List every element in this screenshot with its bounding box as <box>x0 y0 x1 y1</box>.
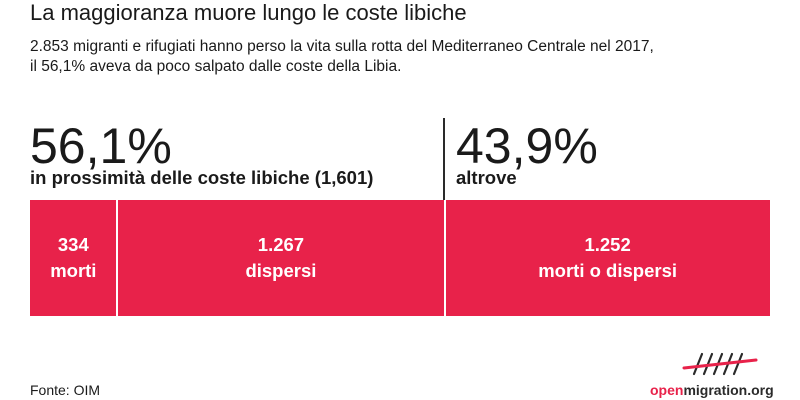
chart-subtitle-line-2: il 56,1% aveva da poco salpato dalle cos… <box>30 58 402 75</box>
bar-segment-separator <box>115 200 118 316</box>
logo-text-rest: migration.org <box>683 382 774 398</box>
bar-segment-separator <box>444 200 447 316</box>
chart-subtitle-line-1: 2.853 migranti e rifugiati hanno perso l… <box>30 38 654 55</box>
bar-segment-2: 1.267 dispersi <box>116 200 446 316</box>
bar-segment-category: morti o dispersi <box>538 260 677 281</box>
bar-segment-label-2: 1.267 dispersi <box>117 200 446 316</box>
right-group-label: altrove <box>456 167 517 188</box>
logo-mark-icon <box>682 352 758 376</box>
right-percent-label: 43,9% <box>456 118 598 174</box>
openmigration-logo: openmigration.org <box>650 348 780 400</box>
bar-segment-category: morti <box>50 260 97 281</box>
bar-segment-value: 1.252 <box>584 234 631 255</box>
left-percent-label: 56,1% <box>30 118 172 174</box>
group-divider <box>443 118 445 200</box>
bar-segment-value: 1.267 <box>257 234 305 255</box>
source-note: Fonte: OIM <box>30 382 101 398</box>
left-group-label: in prossimità delle coste libiche (1,601… <box>30 167 374 188</box>
bar-segment-category: dispersi <box>245 260 317 281</box>
logo-text: openmigration.org <box>650 382 774 398</box>
bar-segment-label-3: 1.252 morti o dispersi <box>445 200 770 316</box>
bar-segment-value: 334 <box>57 234 89 255</box>
logo-text-accent: open <box>650 382 684 398</box>
bar-segment-label-1: 334 morti <box>30 200 117 316</box>
bar-segment-3: 1.252 morti o dispersi <box>445 200 770 316</box>
chart-title: La maggioranza muore lungo le coste libi… <box>30 0 467 25</box>
bar-segment-1: 334 morti <box>30 200 117 316</box>
